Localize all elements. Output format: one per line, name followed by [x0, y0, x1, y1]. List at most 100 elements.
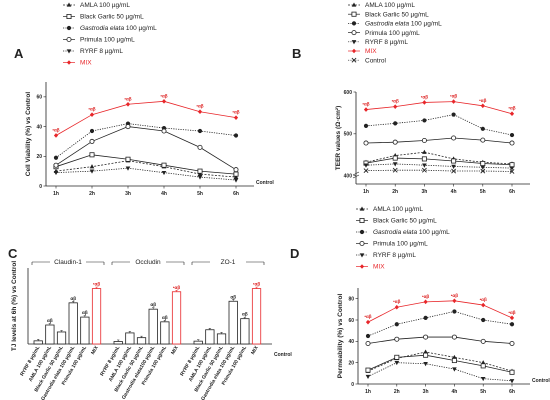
- data-point: [422, 163, 427, 168]
- bar: [45, 324, 55, 345]
- legend-marker-gastrodia-elata-100-g-ml: [351, 21, 357, 26]
- data-label: •αβ: [450, 94, 457, 99]
- group-title-bg: [130, 258, 166, 266]
- group-title-bg: [50, 258, 86, 266]
- data-point: [422, 149, 427, 154]
- group-title: ZO-1: [221, 259, 236, 266]
- legend-label-mix: MIX: [373, 264, 385, 271]
- series-line: [365, 157, 513, 166]
- x-end-label: Control: [256, 180, 274, 186]
- data-point: [89, 152, 95, 158]
- series-mix: •αβ •αβ •αβ •αβ •αβ •αβ: [362, 94, 516, 117]
- data-point: [365, 367, 371, 373]
- legend-marker-gastrodia-elata-100-g-ml: [359, 229, 365, 235]
- y-tick-label: 0: [351, 382, 354, 388]
- series-primula-100-g-ml: [363, 135, 515, 146]
- legend-label-mix: MIX: [80, 60, 92, 67]
- legend-marker-black-garlic-50-g-ml: [359, 217, 365, 223]
- bar: [160, 321, 170, 345]
- legend-label-ryrf-8-g-ml: RYRF 8 µg/mL: [365, 39, 408, 46]
- data-label: αβ: [230, 294, 236, 299]
- bar: [136, 337, 147, 345]
- data-point: [197, 128, 203, 134]
- data-point: [509, 369, 515, 375]
- x-tick-label: 1h: [363, 189, 369, 195]
- data-point: [481, 302, 486, 308]
- y-tick-label: 40: [36, 124, 42, 130]
- data-point: [161, 99, 167, 104]
- legend-label-amla-100-g-ml: AMLA 100 µg/mL: [80, 2, 130, 9]
- series-line: [367, 311, 513, 337]
- series-line: [365, 137, 513, 144]
- x-tick-label: 3h: [423, 389, 429, 395]
- data-point: [481, 317, 486, 323]
- series-line: [55, 167, 237, 181]
- data-point: [89, 138, 95, 144]
- data-label: •αβ: [421, 94, 428, 99]
- y-tick-label: 60: [348, 318, 354, 324]
- data-point: [365, 333, 371, 339]
- x-tick-label: 1h: [365, 389, 371, 395]
- data-point: [161, 162, 167, 168]
- x-tick-label: MIX: [170, 344, 180, 355]
- data-label: •αβ: [392, 99, 399, 104]
- data-point: [363, 123, 369, 128]
- data-label: αβ: [47, 318, 53, 323]
- y-tick-label: 40: [348, 339, 354, 345]
- x-tick-label: 5h: [197, 191, 203, 197]
- series-black-garlic-50-g-ml: [365, 352, 515, 375]
- series-mix: •αβ •αβ •αβ •αβ •αβ •αβ: [364, 293, 516, 325]
- data-label: •αβ: [451, 293, 458, 298]
- legend-label-gastrodia-elata-100-g-ml: Gastrodia elata 100 µg/mL: [365, 21, 442, 28]
- data-label: αβ: [70, 296, 76, 301]
- bar: [216, 333, 227, 345]
- panel-letter-d: D: [290, 246, 299, 261]
- series-line: [365, 114, 513, 136]
- data-point: [53, 170, 59, 176]
- data-point: [421, 167, 427, 173]
- data-point: [451, 112, 456, 117]
- bar: [33, 340, 43, 345]
- data-point: [509, 111, 515, 117]
- data-label: •αβ: [52, 127, 59, 132]
- data-point: [392, 162, 398, 167]
- chart-a: 0 20 40 60 1h 2h 3h 4h 5h 6h Control Cell Viability…: [25, 82, 274, 197]
- series-black-garlic-50-g-ml: [53, 152, 239, 177]
- y-tick-label: 0: [39, 184, 42, 190]
- x-tick-label: 2h: [89, 191, 95, 197]
- legend-marker-amla-100-g-ml: [359, 206, 365, 211]
- data-point: [125, 156, 131, 162]
- bar: [193, 340, 203, 345]
- x-tick-label: 6h: [509, 189, 515, 195]
- data-point: [53, 133, 59, 138]
- data-point: [423, 334, 429, 340]
- data-point: [363, 140, 369, 146]
- series-line: [55, 126, 237, 170]
- data-label: •αβ: [508, 106, 515, 111]
- data-point: [125, 124, 131, 130]
- y-tick-label: 80: [348, 296, 354, 302]
- data-label: •αβ: [196, 104, 203, 109]
- group-title-bg: [210, 258, 246, 266]
- bar: [240, 318, 250, 345]
- data-point: [423, 349, 428, 354]
- data-point: [480, 126, 485, 131]
- legend-label-ryrf-8-g-ml: RYRF 8 µg/mL: [373, 252, 416, 259]
- data-point: [422, 118, 427, 123]
- data-point: [365, 374, 371, 380]
- legend-label-amla-100-g-ml: AMLA 100 µg/mL: [373, 206, 423, 213]
- data-point: [452, 309, 457, 314]
- x-tick-label: 5h: [480, 189, 486, 195]
- series-line: [365, 163, 513, 169]
- data-point: [197, 168, 203, 174]
- legend-marker-gastrodia-elata-100-g-ml: [66, 25, 72, 31]
- legend-label-gastrodia-elata-100-g-ml: Gastrodia elata 100 µg/mL: [373, 229, 450, 236]
- data-point: [480, 168, 486, 174]
- y-axis-label: TJ levels at 6h (%) vs Control: [11, 261, 18, 351]
- series-line: [55, 100, 237, 136]
- data-label: •αβ: [480, 297, 487, 302]
- bar: [125, 332, 135, 345]
- series-line: [367, 300, 513, 323]
- data-point: [365, 319, 371, 325]
- legend-label-primula-100-g-ml: Primula 100 µg/mL: [80, 37, 135, 44]
